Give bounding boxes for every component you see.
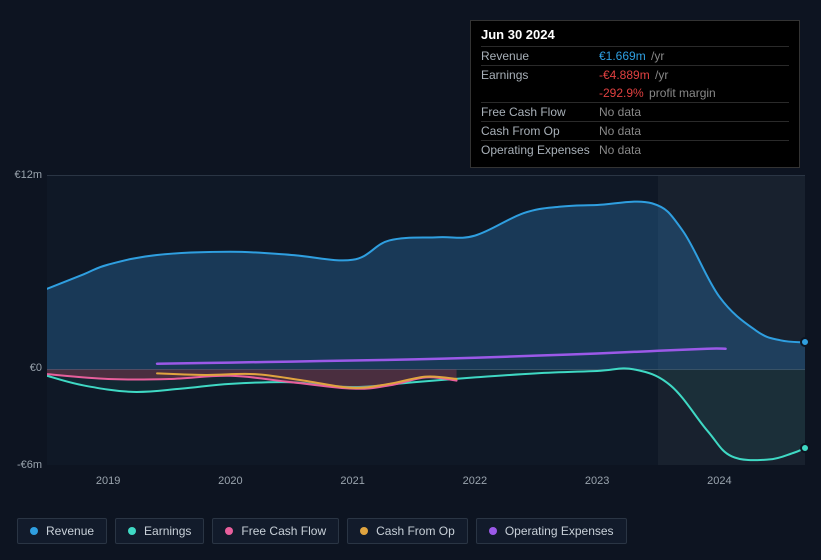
chart-svg [47, 176, 805, 466]
series-end-dot [800, 337, 810, 347]
legend-swatch [360, 527, 368, 535]
legend-label: Revenue [46, 524, 94, 538]
legend-item[interactable]: Cash From Op [347, 518, 468, 544]
legend-label: Operating Expenses [505, 524, 614, 538]
x-axis-tick: 2023 [585, 475, 609, 487]
chart-tooltip: Jun 30 2024 Revenue€1.669m /yrEarnings-€… [470, 20, 800, 168]
tooltip-row-label: Cash From Op [481, 124, 599, 138]
legend-label: Earnings [144, 524, 191, 538]
x-axis-tick: 2019 [96, 475, 120, 487]
tooltip-row-label: Free Cash Flow [481, 105, 599, 119]
tooltip-row-value: No data [599, 124, 641, 138]
tooltip-row: Operating ExpensesNo data [481, 140, 789, 159]
chart-legend: Revenue Earnings Free Cash Flow Cash From O… [17, 518, 627, 544]
tooltip-row: Free Cash FlowNo data [481, 102, 789, 121]
legend-swatch [30, 527, 38, 535]
tooltip-row-value: €1.669m /yr [599, 49, 664, 63]
legend-swatch [128, 527, 136, 535]
legend-label: Free Cash Flow [241, 524, 326, 538]
tooltip-row: Revenue€1.669m /yr [481, 46, 789, 65]
tooltip-row-label: Revenue [481, 49, 599, 63]
financials-chart[interactable]: €12m€0-€6m 201920202021202220232024 [17, 160, 805, 500]
tooltip-row: -292.9% profit margin [481, 84, 789, 102]
x-axis-tick: 2022 [463, 475, 487, 487]
legend-swatch [225, 527, 233, 535]
tooltip-row-value: -€4.889m /yr [599, 68, 668, 82]
tooltip-row-label: Earnings [481, 68, 599, 82]
tooltip-row: Earnings-€4.889m /yr [481, 65, 789, 84]
tooltip-date: Jun 30 2024 [481, 27, 789, 46]
tooltip-row: Cash From OpNo data [481, 121, 789, 140]
x-axis-tick: 2024 [707, 475, 731, 487]
legend-swatch [489, 527, 497, 535]
y-axis-tick: €0 [12, 362, 42, 374]
tooltip-row-label: Operating Expenses [481, 143, 599, 157]
legend-item[interactable]: Revenue [17, 518, 107, 544]
tooltip-row-value: -292.9% profit margin [599, 86, 716, 100]
legend-label: Cash From Op [376, 524, 455, 538]
legend-item[interactable]: Earnings [115, 518, 204, 544]
x-axis-tick: 2021 [340, 475, 364, 487]
legend-item[interactable]: Operating Expenses [476, 518, 627, 544]
legend-item[interactable]: Free Cash Flow [212, 518, 339, 544]
tooltip-row-value: No data [599, 143, 641, 157]
y-axis-tick: €12m [12, 169, 42, 181]
tooltip-row-value: No data [599, 105, 641, 119]
x-axis-tick: 2020 [218, 475, 242, 487]
tooltip-row-label [481, 86, 599, 100]
series-end-dot [800, 443, 810, 453]
y-axis-tick: -€6m [12, 459, 42, 471]
